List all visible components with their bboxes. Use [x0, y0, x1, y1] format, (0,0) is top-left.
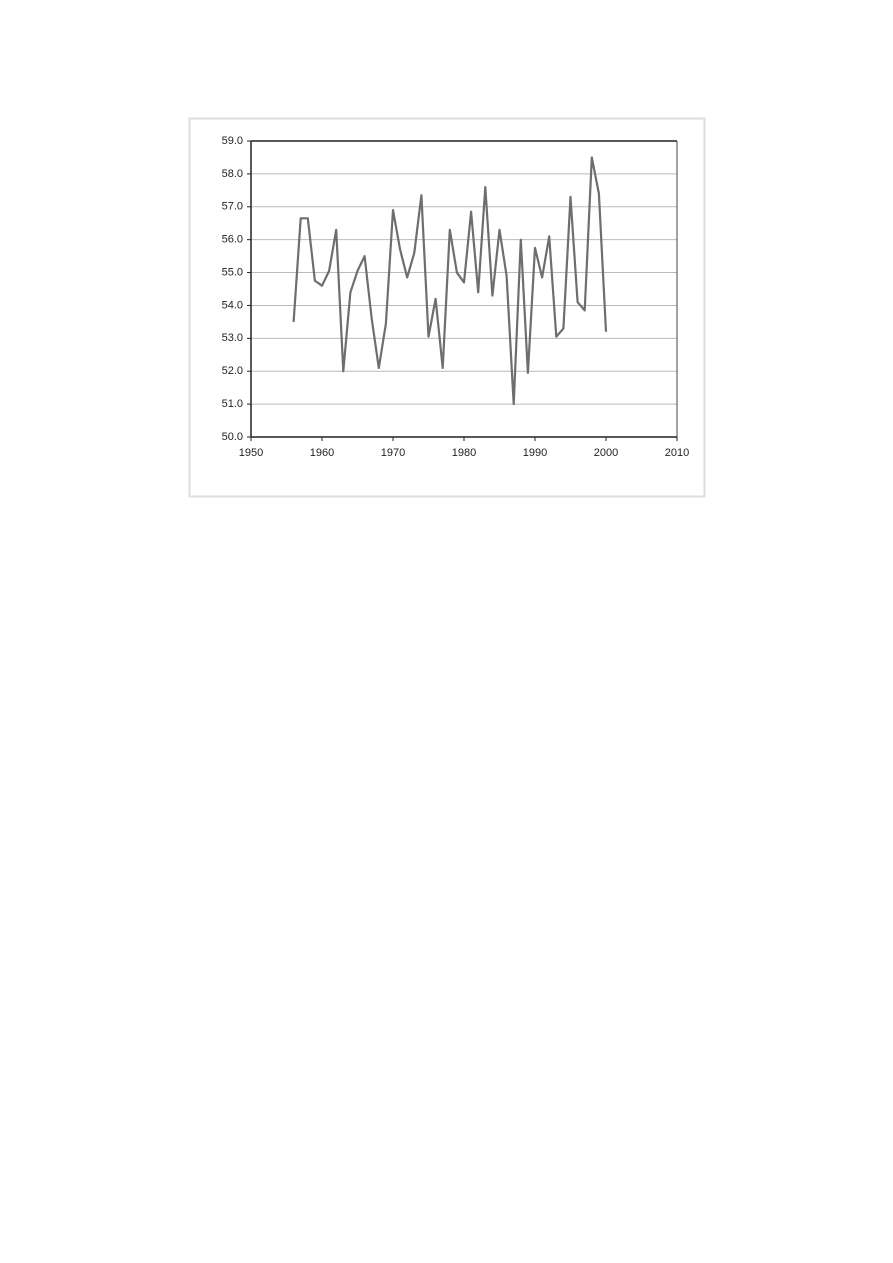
x-tick-label: 1960 — [310, 447, 334, 459]
y-tick-label: 50.0 — [222, 431, 243, 443]
y-tick-label: 55.0 — [222, 266, 243, 278]
x-tick-label: 1990 — [523, 447, 547, 459]
y-tick-label: 57.0 — [222, 201, 243, 213]
x-tick-label: 1980 — [452, 447, 476, 459]
y-tick-label: 54.0 — [222, 299, 243, 311]
chart-frame — [188, 117, 706, 498]
x-tick-label: 1970 — [381, 447, 405, 459]
y-tick-label: 59.0 — [222, 135, 243, 147]
y-tick-label: 51.0 — [222, 398, 243, 410]
y-tick-label: 52.0 — [222, 365, 243, 377]
x-tick-label: 1950 — [239, 447, 263, 459]
x-tick-label: 2000 — [594, 447, 618, 459]
y-tick-label: 56.0 — [222, 234, 243, 246]
data-line — [292, 156, 608, 406]
x-tick-label: 2010 — [665, 447, 689, 459]
y-tick-label: 58.0 — [222, 168, 243, 180]
y-tick-label: 53.0 — [222, 332, 243, 344]
